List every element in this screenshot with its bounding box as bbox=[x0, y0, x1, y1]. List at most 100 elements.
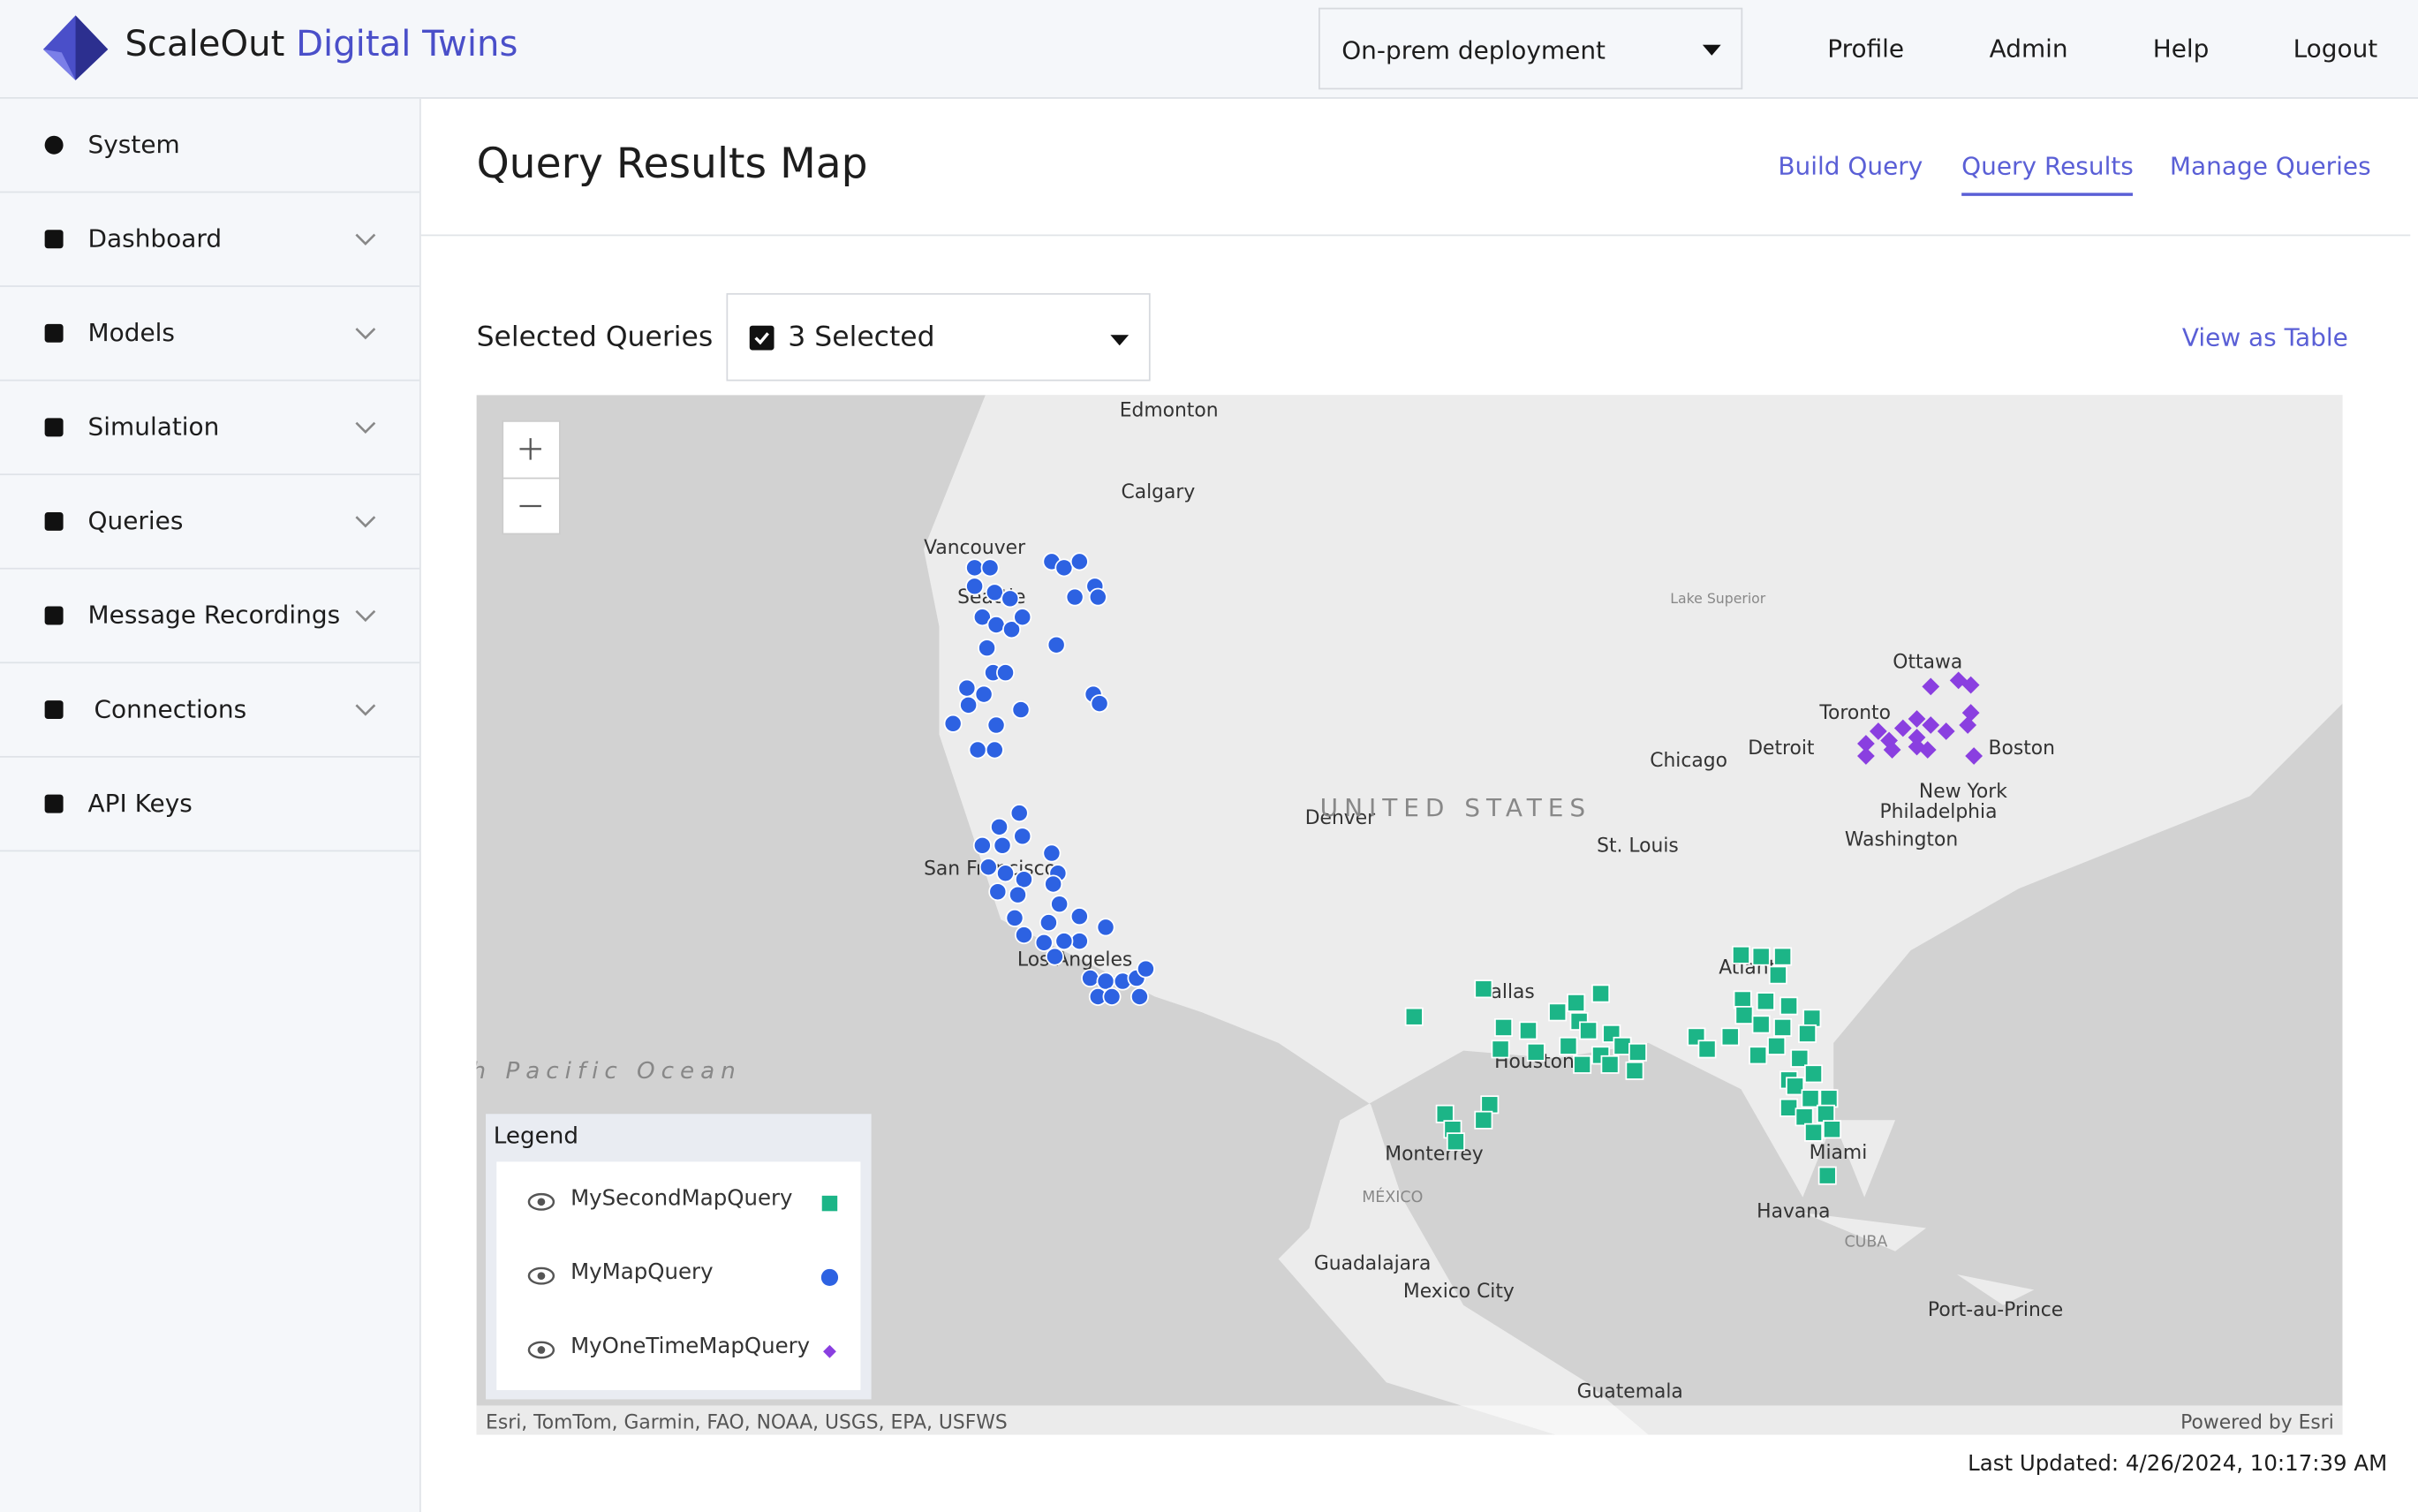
sidebar-item[interactable]: Models bbox=[0, 287, 419, 382]
map-label: Ottawa bbox=[1893, 651, 1962, 673]
tab[interactable]: Manage Queries bbox=[2169, 151, 2371, 181]
marker-mysecondmapquery bbox=[1749, 1046, 1768, 1065]
map-label: Edmonton bbox=[1120, 400, 1219, 422]
brand-main: ScaleOut bbox=[125, 24, 285, 65]
sidebar: System Dashboard Models Simulation Queries Me… bbox=[0, 98, 421, 1512]
nav-link[interactable]: Profile bbox=[1827, 34, 1905, 64]
sidebar-item[interactable]: Connections bbox=[0, 663, 419, 758]
caret bbox=[1702, 44, 1721, 56]
marker-mysecondmapquery bbox=[1817, 1104, 1835, 1123]
view-table-link[interactable]: View as Table bbox=[2181, 322, 2348, 352]
eye-icon bbox=[527, 1192, 555, 1211]
icon bbox=[44, 511, 64, 531]
marker-mymapquery bbox=[1088, 587, 1107, 607]
marker-mymapquery bbox=[1039, 913, 1058, 933]
sidebar-item[interactable]: System bbox=[0, 99, 419, 193]
marker-mysecondmapquery bbox=[1446, 1132, 1465, 1152]
sidebar-item[interactable]: Message Recordings bbox=[0, 570, 419, 664]
icon-shape bbox=[44, 418, 64, 437]
eye-icon bbox=[527, 1266, 555, 1285]
marker-mymapquery bbox=[1069, 932, 1089, 951]
query-select[interactable]: 3 Selected bbox=[726, 292, 1151, 382]
marker-mymapquery bbox=[943, 714, 963, 733]
map-label: Los Angeles bbox=[1017, 949, 1132, 971]
marker-mysecondmapquery bbox=[1786, 1077, 1805, 1096]
map-label: Miami bbox=[1810, 1142, 1868, 1164]
legend: Legend MySecondMapQuery MyMapQuery MyOneTi… bbox=[486, 1114, 872, 1400]
chevron bbox=[355, 233, 376, 246]
marker-mymapquery bbox=[986, 715, 1006, 735]
marker-mymapquery bbox=[1009, 885, 1027, 904]
chevron bbox=[355, 328, 376, 340]
map-label: Calgary bbox=[1121, 481, 1195, 503]
marker-mymapquery bbox=[1034, 933, 1054, 952]
sidebar-item[interactable]: API Keys bbox=[0, 758, 419, 852]
sidebar-item[interactable]: Dashboard bbox=[0, 193, 419, 287]
marker-mysecondmapquery bbox=[1559, 1036, 1578, 1055]
sidebar-label: Connections bbox=[94, 694, 247, 724]
marker-mymapquery bbox=[1054, 558, 1074, 578]
sidebar-item[interactable]: Simulation bbox=[0, 381, 419, 476]
page-title: Query Results Map bbox=[476, 140, 868, 189]
chevron-line bbox=[355, 233, 376, 246]
nav-link[interactable]: Help bbox=[2152, 34, 2210, 64]
marker-mymapquery bbox=[1096, 918, 1115, 937]
marker-mysecondmapquery bbox=[1817, 1166, 1837, 1185]
marker-mysecondmapquery bbox=[1548, 1002, 1568, 1022]
marker-mysecondmapquery bbox=[1600, 1055, 1620, 1074]
chevron-line bbox=[355, 609, 376, 623]
legend-label: MyMapQuery bbox=[570, 1260, 714, 1286]
map-label: Guatemala bbox=[1577, 1381, 1683, 1403]
map-label: MÉXICO bbox=[1362, 1187, 1423, 1206]
marker-mymapquery bbox=[1130, 987, 1149, 1006]
marker-mysecondmapquery bbox=[1804, 1123, 1824, 1142]
marker-mymapquery bbox=[968, 740, 987, 760]
map-label: North Pacific Ocean bbox=[477, 1058, 742, 1085]
marker-mysecondmapquery bbox=[1435, 1104, 1455, 1123]
map-label: UNITED STATES bbox=[1320, 793, 1591, 822]
marker-mymapquery bbox=[965, 558, 985, 578]
icon-shape bbox=[44, 794, 64, 813]
tab[interactable]: Build Query bbox=[1778, 151, 1923, 181]
marker-mysecondmapquery bbox=[1798, 1024, 1817, 1043]
map-label: New York bbox=[1919, 781, 2007, 803]
marker-mysecondmapquery bbox=[1731, 945, 1750, 964]
deployment-select[interactable]: On-prem deployment bbox=[1319, 7, 1743, 90]
marker-mymapquery bbox=[1013, 827, 1032, 846]
chevron bbox=[355, 609, 376, 623]
attribution: Esri, TomTom, Garmin, FAO, NOAA, USGS, E… bbox=[486, 1410, 1008, 1433]
marker-mysecondmapquery bbox=[1779, 996, 1799, 1016]
icon-shape bbox=[44, 511, 64, 531]
marker-mysecondmapquery bbox=[1573, 1055, 1592, 1074]
marker-mymapquery bbox=[1013, 608, 1032, 627]
deployment-value: On-prem deployment bbox=[1341, 35, 1606, 65]
sidebar-label: Simulation bbox=[87, 412, 220, 442]
marker-mymapquery bbox=[972, 608, 992, 627]
legend-label: MyOneTimeMapQuery bbox=[570, 1334, 811, 1360]
header: ScaleOut Digital Twins On-prem deploymen… bbox=[0, 0, 2418, 99]
eye bbox=[527, 1192, 555, 1211]
sidebar-item[interactable]: Queries bbox=[0, 475, 419, 570]
marker-mymapquery bbox=[986, 616, 1006, 634]
marker-mymapquery bbox=[1001, 589, 1020, 609]
map-label: Mexico City bbox=[1403, 1281, 1515, 1303]
legend-symbol bbox=[821, 1195, 838, 1212]
eye-icon bbox=[527, 1341, 555, 1359]
marker-mymapquery bbox=[1069, 552, 1089, 571]
tab-active[interactable]: Query Results bbox=[1961, 151, 2134, 196]
nav-link[interactable]: Logout bbox=[2293, 34, 2378, 64]
chevron bbox=[355, 516, 376, 528]
nav-link[interactable]: Admin bbox=[1989, 34, 2068, 64]
map-label: Monterrey bbox=[1385, 1144, 1484, 1166]
map-label: Lake Superior bbox=[1670, 590, 1766, 607]
marker-mysecondmapquery bbox=[1591, 984, 1611, 1003]
chevron-line bbox=[355, 516, 376, 528]
icon-shape bbox=[44, 230, 64, 249]
icon-shape bbox=[44, 606, 64, 625]
map-label: Port-au-Prince bbox=[1928, 1299, 2063, 1321]
marker-mymapquery bbox=[1014, 870, 1033, 889]
marker-mymapquery bbox=[1005, 908, 1024, 927]
marker-mysecondmapquery bbox=[1802, 1009, 1822, 1028]
sidebar-label: Models bbox=[87, 317, 175, 348]
map-label: St. Louis bbox=[1597, 835, 1679, 857]
